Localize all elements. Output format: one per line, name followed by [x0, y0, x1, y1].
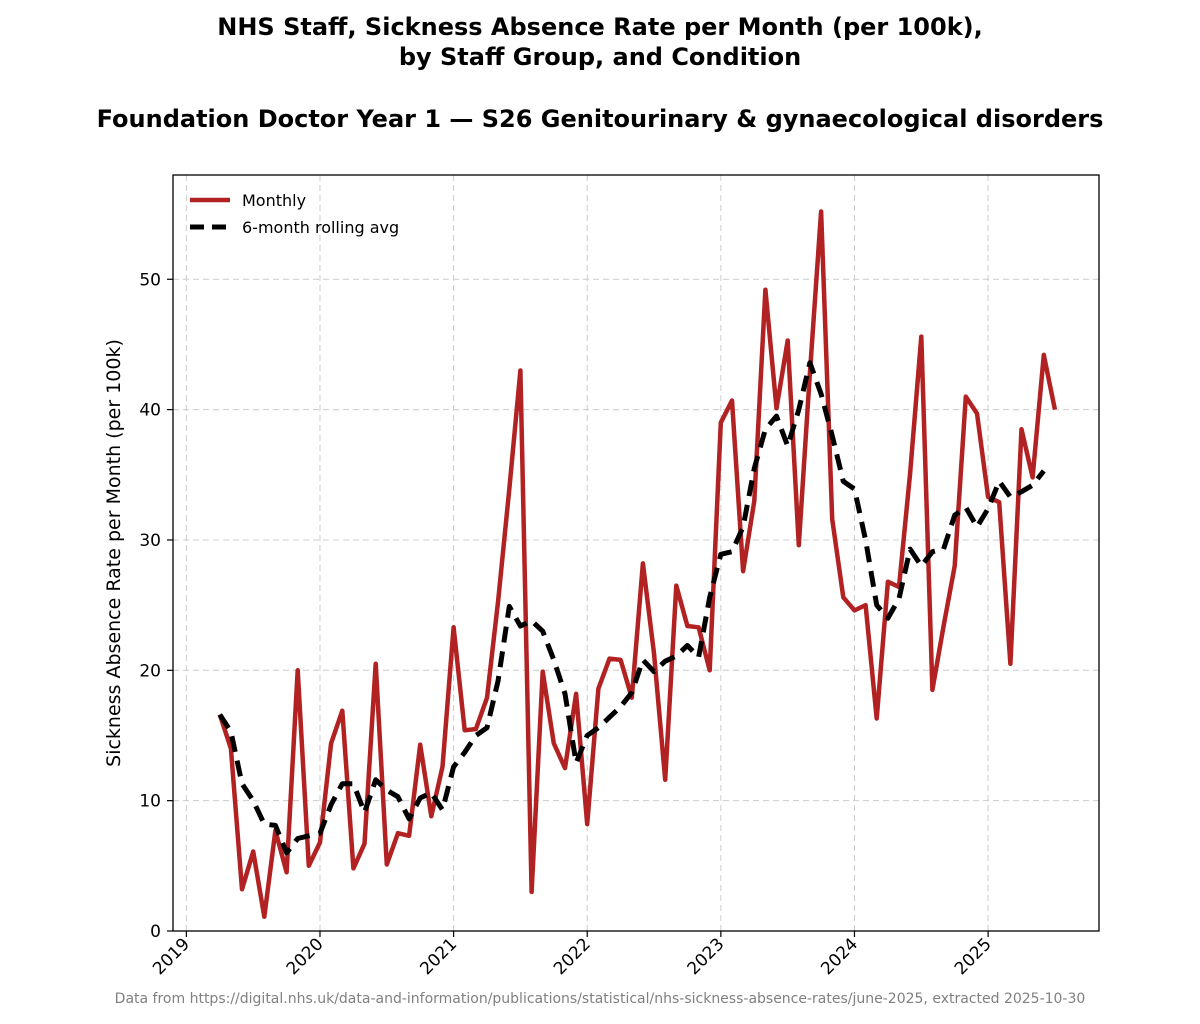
y-tick-label: 0	[150, 922, 161, 942]
legend-monthly-label: Monthly	[242, 191, 306, 210]
x-tick-label: 2025	[951, 934, 996, 979]
x-tick-label: 2022	[550, 934, 595, 979]
y-tick-label: 50	[139, 270, 161, 290]
x-tick-label: 2023	[684, 934, 729, 979]
legend-rolling-label: 6-month rolling avg	[242, 218, 399, 237]
plot-frame	[172, 174, 1100, 932]
footer-source-note: Data from https://digital.nhs.uk/data-an…	[114, 991, 1086, 1007]
legend: Monthly 6-month rolling avg	[190, 191, 399, 237]
x-tick-label: 2024	[817, 934, 862, 979]
chart-subtitle: Foundation Doctor Year 1 — S26 Genitouri…	[96, 105, 1104, 133]
y-axis-label: Sickness Absence Rate per Month (per 100…	[103, 339, 125, 767]
chart-title-line-2: by Staff Group, and Condition	[398, 43, 802, 71]
x-tick-label: 2020	[283, 934, 328, 979]
x-tick-label: 2021	[416, 934, 461, 979]
series-line-rolling-avg	[217, 360, 1046, 856]
y-tick-label: 30	[139, 531, 161, 551]
series-layer	[217, 209, 1058, 919]
y-tick-label: 20	[139, 661, 161, 681]
grid-layer	[173, 175, 1099, 932]
series-line-monthly	[217, 209, 1058, 919]
y-tick-label: 40	[139, 401, 161, 421]
y-tick-label: 10	[139, 792, 161, 812]
chart-title-line-1: NHS Staff, Sickness Absence Rate per Mon…	[217, 13, 983, 41]
